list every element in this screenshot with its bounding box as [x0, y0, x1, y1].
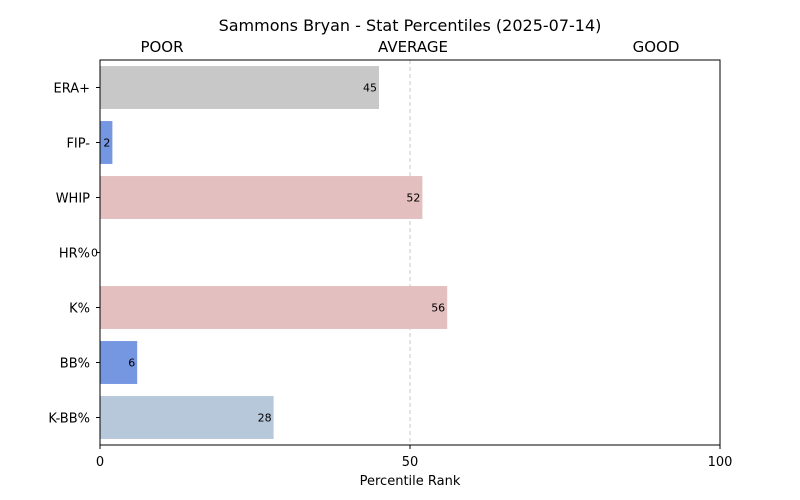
category-label: K%	[69, 302, 90, 317]
value-label: 56	[431, 302, 445, 315]
value-label: 45	[363, 82, 377, 95]
category-label: FIP-	[66, 137, 90, 152]
value-label: 0	[91, 247, 98, 260]
bar	[100, 66, 379, 109]
x-axis-label: Percentile Rank	[360, 474, 461, 489]
x-tick-label: 50	[402, 455, 419, 470]
bar	[100, 121, 113, 164]
band-label-poor: POOR	[140, 38, 183, 56]
x-tick-label: 100	[708, 455, 733, 470]
chart-title: Sammons Bryan - Stat Percentiles (2025-0…	[219, 16, 602, 35]
value-label: 2	[103, 137, 110, 150]
value-label: 28	[258, 412, 272, 425]
category-label: ERA+	[53, 82, 90, 97]
category-label: HR%	[59, 247, 90, 262]
category-label: BB%	[60, 357, 90, 372]
band-label-good: GOOD	[633, 38, 680, 56]
x-tick-label: 0	[96, 455, 104, 470]
category-label: WHIP	[56, 192, 90, 207]
bar	[100, 176, 423, 219]
value-label: 52	[406, 192, 420, 205]
band-label-average: AVERAGE	[378, 38, 448, 56]
value-label: 6	[128, 357, 135, 370]
bar	[100, 286, 448, 329]
bar	[100, 341, 138, 384]
bar	[100, 396, 274, 439]
category-label: K-BB%	[48, 412, 90, 427]
